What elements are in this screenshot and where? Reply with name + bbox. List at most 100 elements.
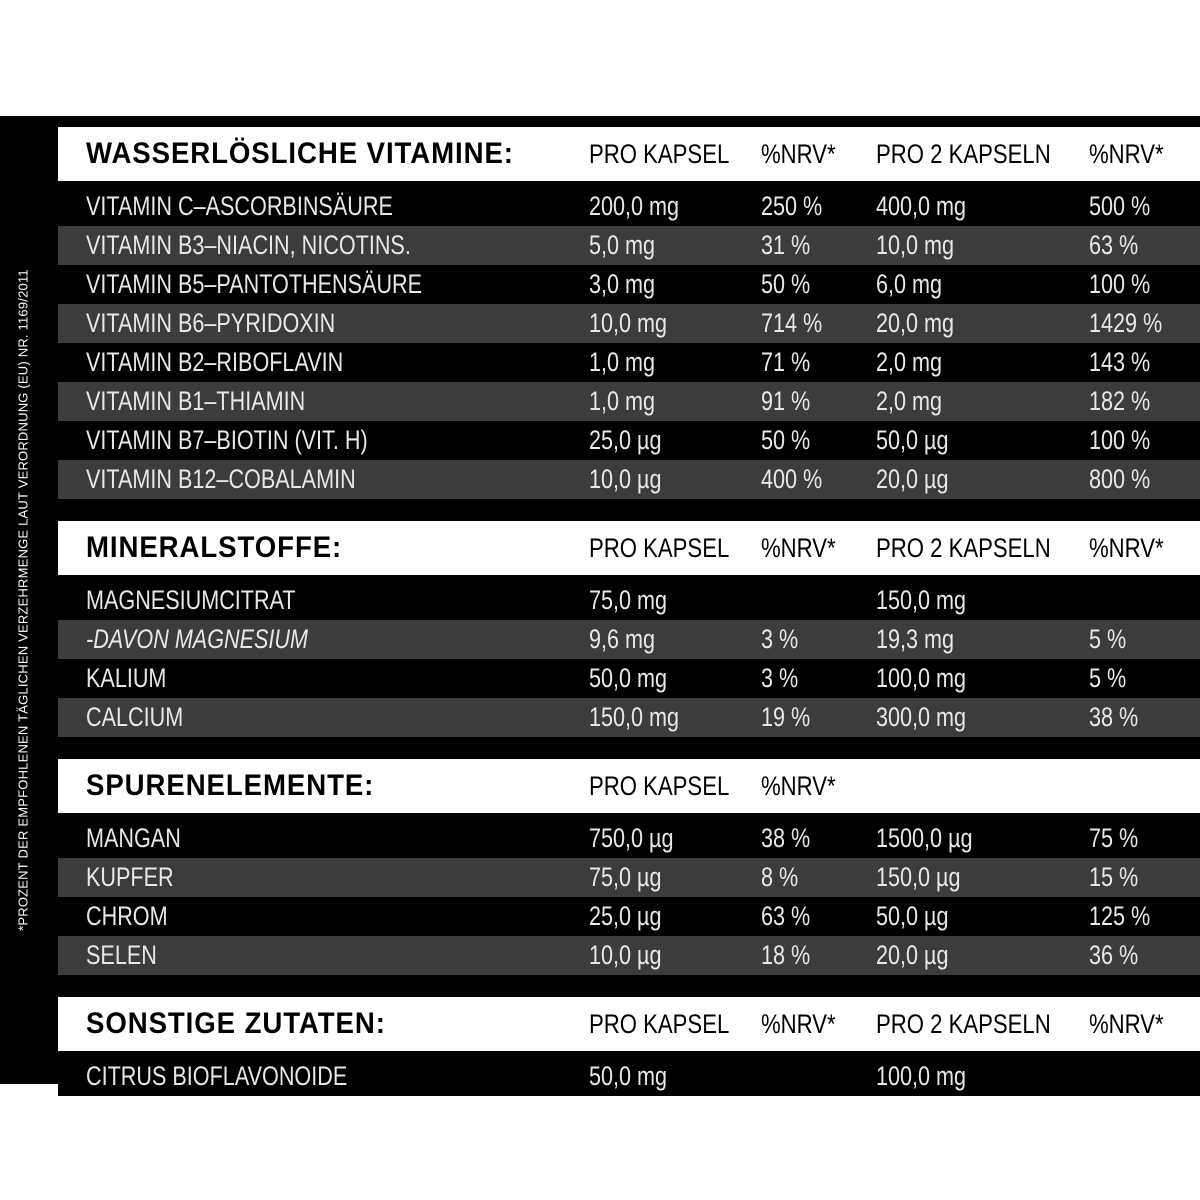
- nrv-per-2-capsules: 182 %: [1089, 386, 1151, 416]
- nrv-header: %NRV*: [761, 1008, 836, 1039]
- amount-per-2-capsules: 19,3 mg: [876, 624, 955, 654]
- amount-per-capsule: 25,0 µg: [589, 425, 662, 455]
- nutrient-name: VITAMIN B12–COBALAMIN: [86, 464, 356, 494]
- nrv-header: %NRV*: [761, 138, 836, 169]
- per-2-capsules-header: PRO 2 KAPSELN: [876, 1008, 1051, 1039]
- nrv-per-2-capsules: 100 %: [1089, 269, 1151, 299]
- nrv-per-2-capsules: 63 %: [1089, 230, 1139, 260]
- table-row: MANGAN 750,0 µg 38 % 1500,0 µg 75 %: [58, 819, 1200, 858]
- amount-per-2-capsules: 20,0 µg: [876, 464, 949, 494]
- amount-per-2-capsules: 6,0 mg: [876, 269, 943, 299]
- nrv-per-capsule: 19 %: [761, 702, 811, 732]
- nrv-per-2-capsules: 15 %: [1089, 862, 1139, 892]
- per-capsule-header: PRO KAPSEL: [589, 138, 730, 169]
- nutrient-name: VITAMIN B3–NIACIN, NICOTINS.: [86, 230, 411, 260]
- nrv-per-capsule: 50 %: [761, 269, 811, 299]
- side-note-text: *PROZENT DER EMPFOHLENEN TÄGLICHEN VERZE…: [15, 269, 31, 931]
- nrv-per-capsule: 31 %: [761, 230, 811, 260]
- per-capsule-header: PRO KAPSEL: [589, 1008, 730, 1039]
- nrv-per-capsule: 8 %: [761, 862, 799, 892]
- nrv-per-capsule: 400 %: [761, 464, 823, 494]
- table-row: VITAMIN B12–COBALAMIN 10,0 µg 400 % 20,0 µg…: [58, 460, 1200, 499]
- nrv-per-2-capsules: 5 %: [1089, 624, 1127, 654]
- nrv-per-capsule: 71 %: [761, 347, 811, 377]
- per-2-capsules-header: PRO 2 KAPSELN: [876, 138, 1051, 169]
- vitamins-section-header: WASSERLÖSLICHE VITAMINE: PRO KAPSEL %NRV* P…: [58, 127, 1200, 181]
- amount-per-2-capsules: 150,0 µg: [876, 862, 961, 892]
- nrv-per-2-capsules: 38 %: [1089, 702, 1139, 732]
- nutrient-name: KALIUM: [86, 663, 167, 693]
- section-gap: [58, 737, 1200, 759]
- nrv-per-2-capsules: 125 %: [1089, 901, 1151, 931]
- amount-per-2-capsules: 10,0 mg: [876, 230, 955, 260]
- table-row: VITAMIN B6–PYRIDOXIN 10,0 mg 714 % 20,0 mg 1…: [58, 304, 1200, 343]
- amount-per-capsule: 3,0 mg: [589, 269, 656, 299]
- nutrition-table: WASSERLÖSLICHE VITAMINE: PRO KAPSEL %NRV* P…: [58, 127, 1200, 1096]
- nrv-per-2-capsules: 500 %: [1089, 191, 1151, 221]
- trace-elements-section-header: SPURENELEMENTE: PRO KAPSEL %NRV*: [58, 759, 1200, 813]
- nrv-per-capsule: 3 %: [761, 624, 799, 654]
- nrv-per-2-capsules: 100 %: [1089, 425, 1151, 455]
- nutrient-name: CALCIUM: [86, 702, 184, 732]
- table-row: SELEN 10,0 µg 18 % 20,0 µg 36 %: [58, 936, 1200, 975]
- table-row: VITAMIN B2–RIBOFLAVIN 1,0 mg 71 % 2,0 mg 143…: [58, 343, 1200, 382]
- section-title: SONSTIGE ZUTATEN:: [86, 1007, 386, 1040]
- amount-per-capsule: 200,0 mg: [589, 191, 680, 221]
- nrv-2-header: %NRV*: [1089, 138, 1164, 169]
- nrv-per-2-capsules: 1429 %: [1089, 308, 1163, 338]
- table-row: VITAMIN B7–BIOTIN (VIT. H) 25,0 µg 50 % 50,…: [58, 421, 1200, 460]
- nrv-2-header: %NRV*: [1089, 1008, 1164, 1039]
- nrv-per-capsule: 250 %: [761, 191, 823, 221]
- nrv-per-capsule: 714 %: [761, 308, 823, 338]
- amount-per-2-capsules: 300,0 mg: [876, 702, 967, 732]
- amount-per-2-capsules: 100,0 mg: [876, 1061, 967, 1091]
- section-title: SPURENELEMENTE:: [86, 769, 375, 802]
- nutrient-name: CHROM: [86, 901, 168, 931]
- per-capsule-header: PRO KAPSEL: [589, 532, 730, 563]
- amount-per-capsule: 10,0 mg: [589, 308, 668, 338]
- table-row: CHROM 25,0 µg 63 % 50,0 µg 125 %: [58, 897, 1200, 936]
- amount-per-2-capsules: 400,0 mg: [876, 191, 967, 221]
- amount-per-capsule: 25,0 µg: [589, 901, 662, 931]
- table-row: KALIUM 50,0 mg 3 % 100,0 mg 5 %: [58, 659, 1200, 698]
- section-title: WASSERLÖSLICHE VITAMINE:: [86, 137, 514, 170]
- table-row: -DAVON MAGNESIUM 9,6 mg 3 % 19,3 mg 5 %: [58, 620, 1200, 659]
- nrv-per-capsule: 38 %: [761, 823, 811, 853]
- amount-per-capsule: 75,0 mg: [589, 585, 668, 615]
- table-row: VITAMIN C–ASCORBINSÄURE 200,0 mg 250 % 400,…: [58, 187, 1200, 226]
- nutrient-name: MAGNESIUMCITRAT: [86, 585, 296, 615]
- nrv-2-header: %NRV*: [1089, 532, 1164, 563]
- amount-per-2-capsules: 50,0 µg: [876, 901, 949, 931]
- nrv-per-capsule: 3 %: [761, 663, 799, 693]
- nrv-per-2-capsules: 800 %: [1089, 464, 1151, 494]
- table-row: VITAMIN B3–NIACIN, NICOTINS. 5,0 mg 31 % 10…: [58, 226, 1200, 265]
- nutrient-name: -DAVON MAGNESIUM: [86, 624, 309, 654]
- nutrient-name: KUPFER: [86, 862, 174, 892]
- amount-per-capsule: 10,0 µg: [589, 940, 662, 970]
- table-row: CALCIUM 150,0 mg 19 % 300,0 mg 38 %: [58, 698, 1200, 737]
- nutrient-name: MANGAN: [86, 823, 181, 853]
- nrv-header: %NRV*: [761, 770, 836, 801]
- table-row: KUPFER 75,0 µg 8 % 150,0 µg 15 %: [58, 858, 1200, 897]
- amount-per-capsule: 50,0 mg: [589, 663, 668, 693]
- nrv-per-2-capsules: 36 %: [1089, 940, 1139, 970]
- amount-per-capsule: 5,0 mg: [589, 230, 656, 260]
- amount-per-2-capsules: 50,0 µg: [876, 425, 949, 455]
- nrv-per-2-capsules: 143 %: [1089, 347, 1151, 377]
- amount-per-2-capsules: 1500,0 µg: [876, 823, 973, 853]
- amount-per-capsule: 150,0 mg: [589, 702, 680, 732]
- per-2-capsules-header: PRO 2 KAPSELN: [876, 532, 1051, 563]
- nutrient-name: SELEN: [86, 940, 157, 970]
- section-title: MINERALSTOFFE:: [86, 531, 343, 564]
- nrv-per-capsule: 63 %: [761, 901, 811, 931]
- table-row: CITRUS BIOFLAVONOIDE 50,0 mg 100,0 mg: [58, 1057, 1200, 1096]
- amount-per-capsule: 1,0 mg: [589, 347, 656, 377]
- minerals-section-header: MINERALSTOFFE: PRO KAPSEL %NRV* PRO 2 KAPSE…: [58, 521, 1200, 575]
- table-row: VITAMIN B1–THIAMIN 1,0 mg 91 % 2,0 mg 182 %: [58, 382, 1200, 421]
- table-row: VITAMIN B5–PANTOTHENSÄURE 3,0 mg 50 % 6,0 m…: [58, 265, 1200, 304]
- table-row: MAGNESIUMCITRAT 75,0 mg 150,0 mg: [58, 581, 1200, 620]
- amount-per-capsule: 50,0 mg: [589, 1061, 668, 1091]
- amount-per-capsule: 1,0 mg: [589, 386, 656, 416]
- nrv-per-capsule: 50 %: [761, 425, 811, 455]
- nrv-per-capsule: 91 %: [761, 386, 811, 416]
